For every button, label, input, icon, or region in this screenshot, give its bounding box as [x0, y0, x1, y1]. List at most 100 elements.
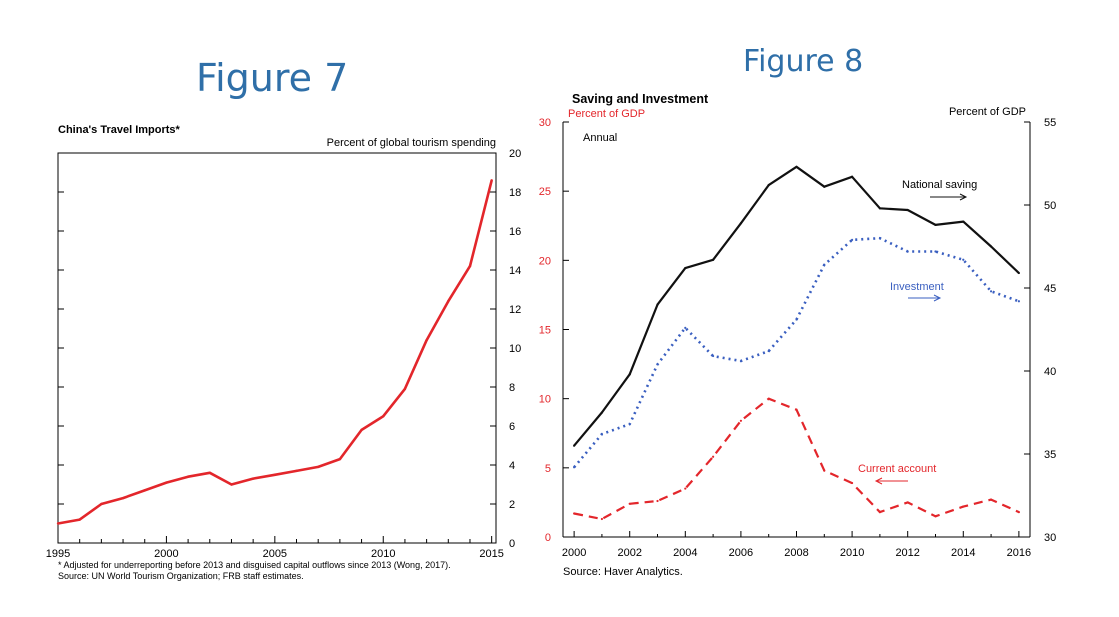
data-point-1997 — [100, 502, 103, 506]
data-point-2004 — [251, 477, 255, 480]
data-point-2006 — [295, 469, 298, 473]
data-point-2009 — [360, 428, 363, 432]
data-point-current-account-2005 — [712, 455, 715, 458]
y-left-tick-label-25: 25 — [539, 186, 551, 198]
x-tick-label-2005: 2005 — [263, 548, 287, 560]
chart-subtitle: Annual — [583, 132, 617, 144]
data-point-2000 — [165, 481, 168, 484]
y-left-tick-label-15: 15 — [539, 325, 551, 337]
y-tick-label-14: 14 — [509, 265, 521, 277]
x-tick-label-2000: 2000 — [562, 547, 586, 559]
data-point-national-saving-2004 — [684, 266, 687, 270]
data-point-national-saving-2001 — [600, 411, 604, 414]
data-point-1998 — [121, 496, 125, 500]
y-right-tick-label-30: 30 — [1044, 532, 1056, 544]
data-point-current-account-2006 — [739, 419, 743, 422]
data-point-current-account-2002 — [628, 502, 631, 505]
data-point-national-saving-2000 — [573, 444, 576, 447]
data-point-current-account-2015 — [989, 498, 993, 501]
y-tick-label-8: 8 — [509, 382, 515, 394]
y-tick-label-10: 10 — [509, 343, 521, 355]
data-point-1995 — [56, 522, 60, 525]
x-tick-label-2004: 2004 — [673, 547, 697, 559]
data-point-investment-2001 — [600, 432, 604, 436]
data-point-1999 — [143, 489, 146, 492]
annotation-investment: Investment — [890, 281, 944, 293]
y-axis-label: Percent of global tourism spending — [327, 137, 496, 149]
x-tick-label-2014: 2014 — [951, 547, 975, 559]
y-right-tick-label-55: 55 — [1044, 117, 1056, 129]
data-point-national-saving-2002 — [628, 373, 631, 376]
x-tick-label-2010: 2010 — [371, 548, 395, 560]
arrow-current-account-head — [874, 477, 883, 485]
chart-title: China's Travel Imports* — [58, 124, 181, 136]
series-line-investment — [573, 236, 1020, 469]
data-point-current-account-2009 — [823, 469, 826, 472]
data-point-2014 — [468, 264, 472, 268]
y-right-tick-label-50: 50 — [1044, 200, 1056, 212]
data-point-investment-2006 — [739, 359, 743, 363]
y-tick-label-4: 4 — [509, 460, 515, 472]
data-point-national-saving-2012 — [906, 208, 909, 212]
figure-7-heading: Figure 7 — [196, 56, 349, 100]
series-line-national-saving — [573, 165, 1020, 447]
data-point-current-account-2012 — [906, 501, 909, 504]
x-tick-label-2006: 2006 — [729, 547, 753, 559]
x-tick-label-2002: 2002 — [617, 547, 641, 559]
annotation-arrows — [874, 193, 968, 485]
y-tick-label-16: 16 — [509, 226, 521, 238]
data-point-national-saving-2011 — [878, 207, 881, 210]
x-tick-label-2012: 2012 — [895, 547, 919, 559]
data-point-national-saving-2005 — [712, 258, 715, 261]
chart-title: Saving and Investment — [572, 92, 709, 106]
data-point-2015 — [490, 179, 493, 182]
data-point-investment-2009 — [823, 263, 826, 266]
data-point-investment-2011 — [878, 237, 881, 240]
y-left-tick-label-0: 0 — [545, 532, 551, 544]
x-tick-label-2015: 2015 — [479, 548, 503, 560]
data-point-investment-2005 — [712, 354, 715, 358]
data-point-current-account-2014 — [962, 505, 965, 508]
y-left-tick-label-30: 30 — [539, 117, 551, 129]
arrow-national-saving-head — [959, 193, 968, 201]
data-point-national-saving-2010 — [850, 175, 854, 178]
x-tick-label-2008: 2008 — [784, 547, 808, 559]
y-right-tick-label-40: 40 — [1044, 366, 1056, 378]
data-point-current-account-2016 — [1017, 510, 1020, 514]
data-point-investment-2004 — [684, 326, 687, 329]
data-point-investment-2010 — [850, 238, 854, 241]
data-point-current-account-2004 — [684, 487, 687, 490]
data-point-investment-2007 — [767, 349, 770, 353]
left-axis-label: Percent of GDP — [568, 108, 645, 120]
data-point-investment-2002 — [628, 423, 631, 426]
annotation-current-account: Current account — [858, 463, 936, 475]
data-point-investment-2014 — [962, 258, 965, 261]
data-point-2003 — [230, 483, 233, 486]
data-point-2010 — [382, 415, 385, 418]
data-point-investment-2003 — [656, 363, 659, 366]
data-point-investment-2012 — [906, 250, 909, 253]
figure-8-heading: Figure 8 — [743, 44, 864, 79]
data-point-current-account-2010 — [850, 481, 854, 485]
data-point-national-saving-2013 — [934, 223, 937, 227]
y-tick-label-18: 18 — [509, 187, 521, 199]
data-point-national-saving-2014 — [962, 220, 965, 223]
data-point-investment-2008 — [795, 318, 798, 321]
data-point-investment-2013 — [934, 250, 937, 253]
y-tick-label-12: 12 — [509, 304, 521, 316]
footnotes: * Adjusted for underreporting before 201… — [58, 560, 451, 581]
y-right-tick-label-35: 35 — [1044, 449, 1056, 461]
data-point-national-saving-2003 — [656, 303, 659, 306]
data-point-2005 — [273, 473, 277, 476]
right-axis-label: Percent of GDP — [949, 106, 1026, 118]
data-point-2001 — [186, 475, 190, 478]
y-left-tick-label-20: 20 — [539, 255, 551, 267]
data-point-current-account-2008 — [795, 408, 798, 411]
data-point-2002 — [208, 471, 211, 474]
series-line-current-account — [573, 397, 1020, 521]
data-point-investment-2016 — [1017, 300, 1020, 303]
y-tick-label-2: 2 — [509, 499, 515, 511]
arrow-investment-head — [933, 294, 942, 302]
